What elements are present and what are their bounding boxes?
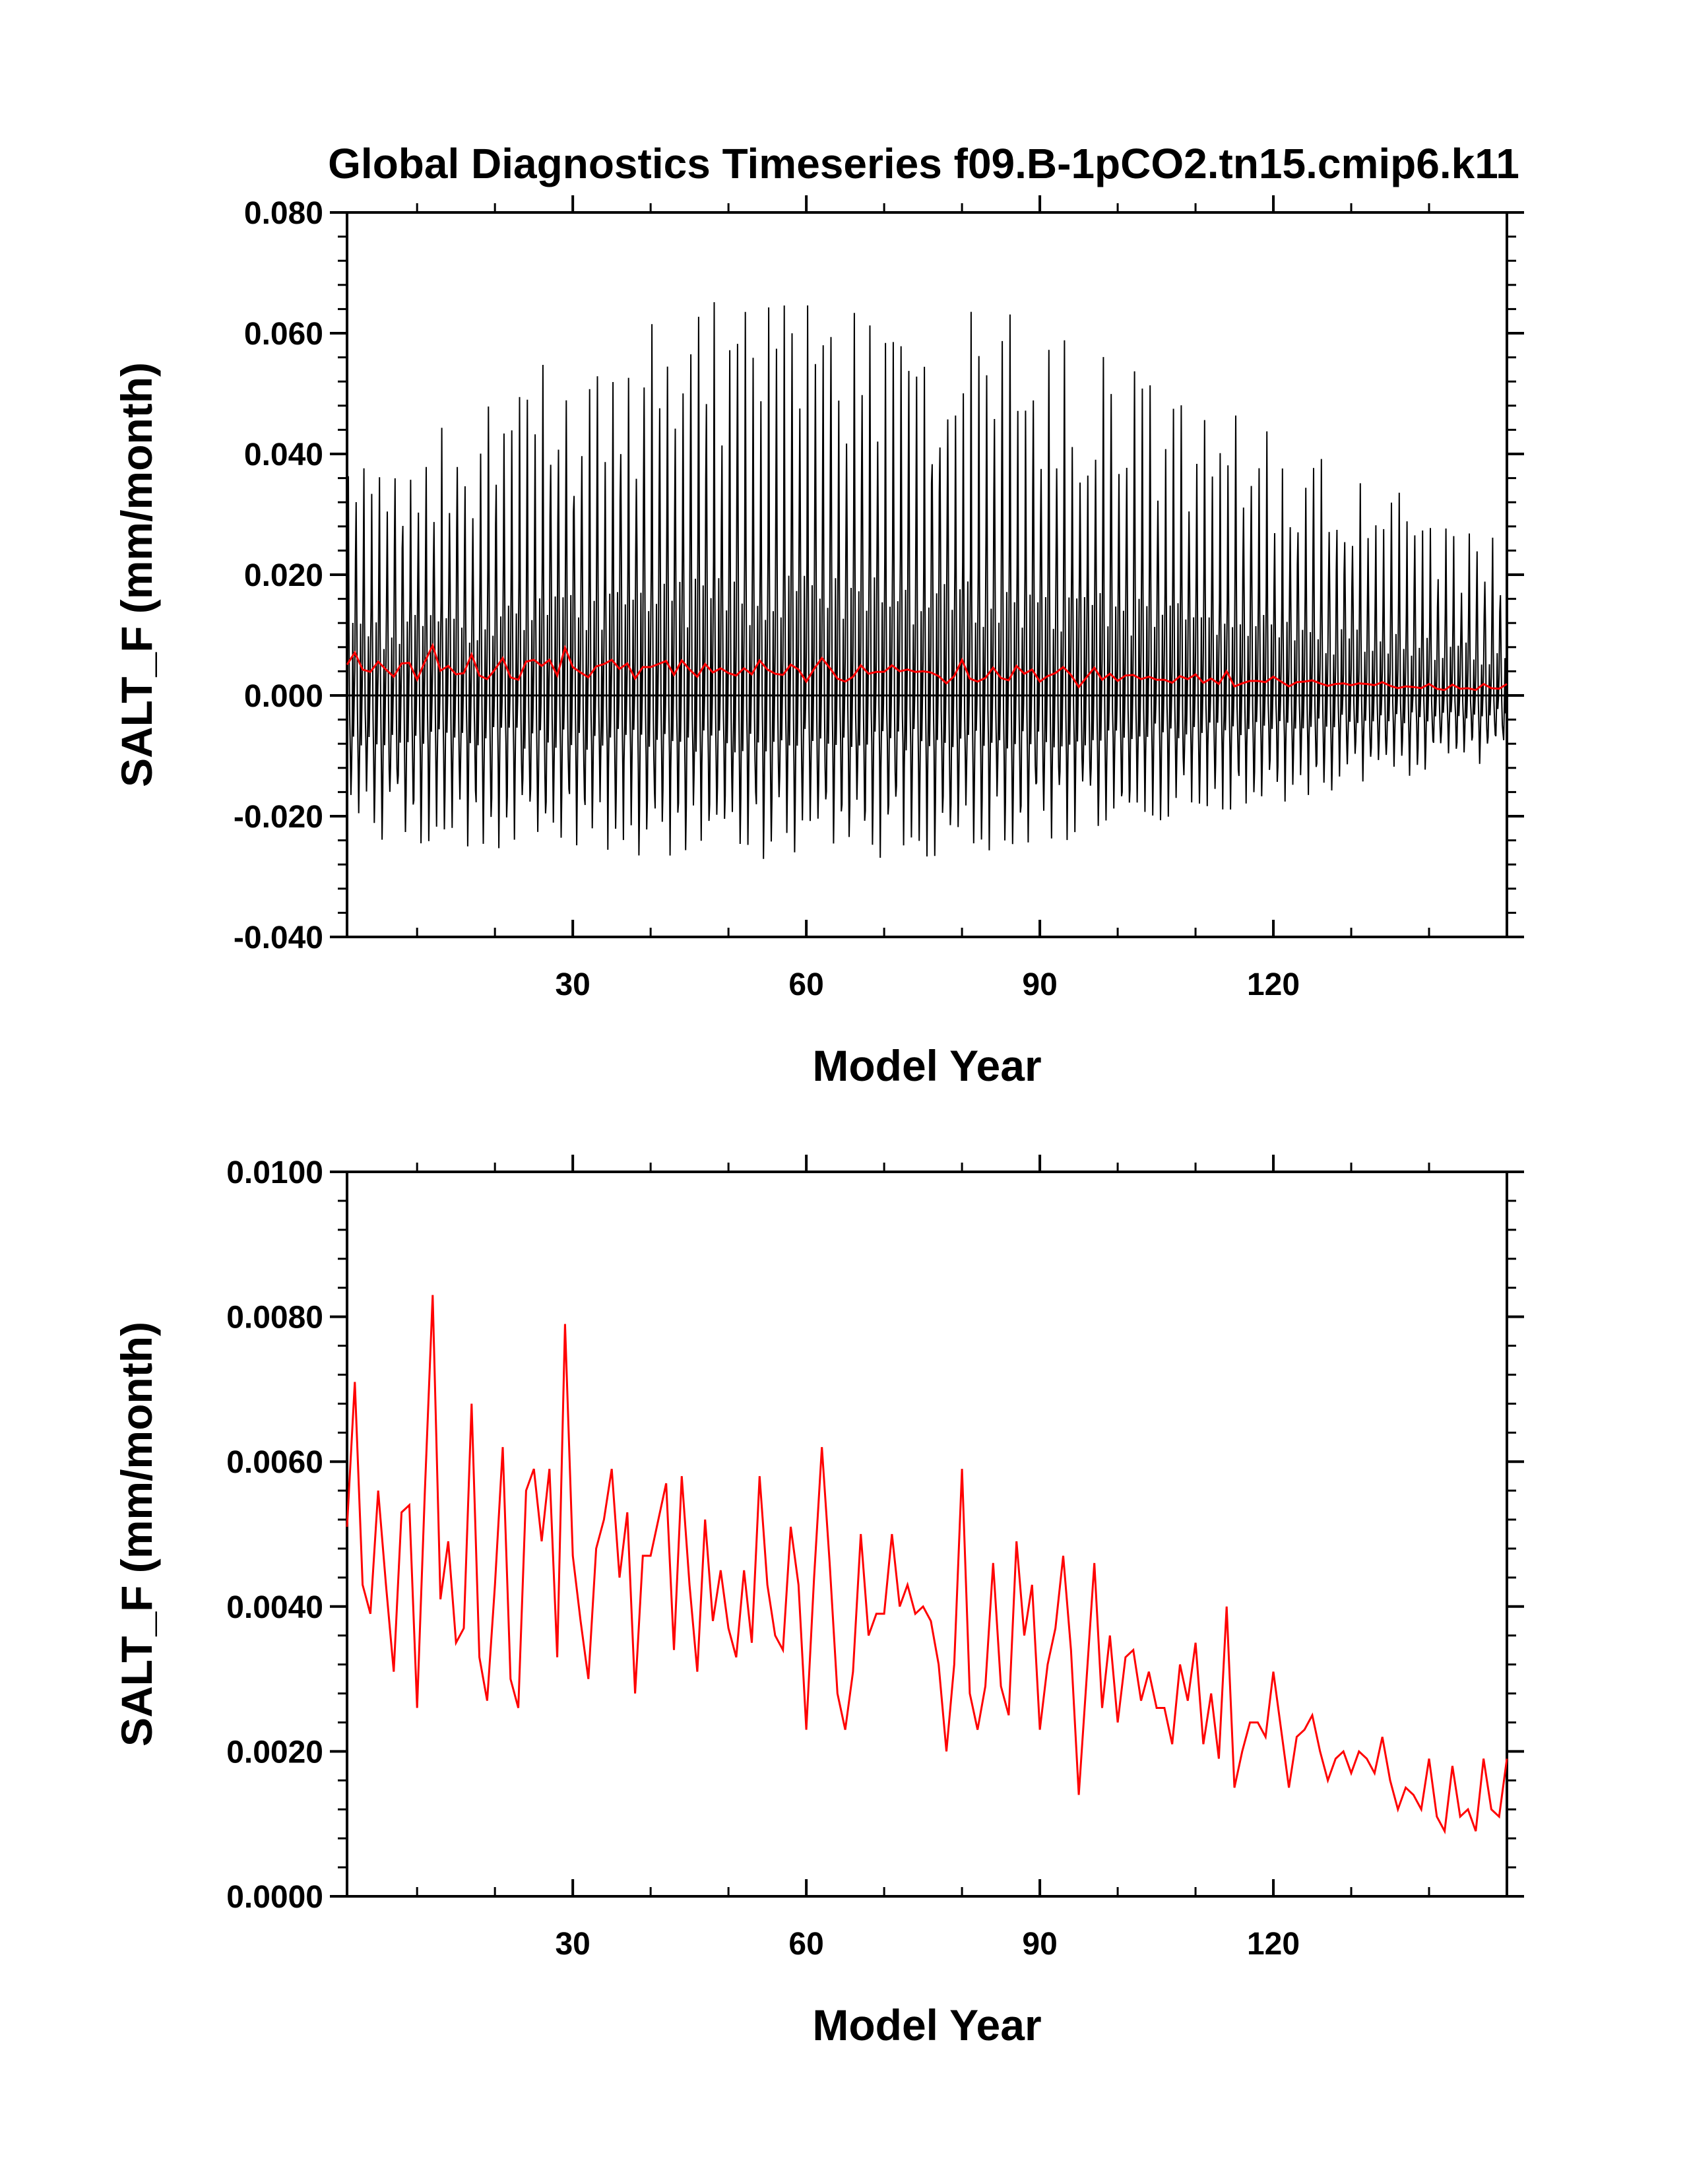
panel0-y-tick-label: -0.040 <box>234 920 323 955</box>
panel0-y-tick-label: 0.020 <box>244 558 323 593</box>
bottom-panel: 0.0000 0.0020 0.0040 0.0060 0.0080 0.0100 30 60… <box>112 1155 1524 2049</box>
panel0-y-tick-label: 0.000 <box>244 679 323 714</box>
figure: Global Diagnostics Timeseries f09.B-1pCO… <box>0 0 1689 2184</box>
panel0-x-tick-label: 30 <box>555 967 590 1002</box>
panel1-x-tick-label: 60 <box>788 1927 823 1962</box>
panel1-y-tick-label: 0.0080 <box>226 1301 323 1335</box>
panel0-x-tick-label: 90 <box>1022 967 1057 1002</box>
panel1-y-tick-label: 0.0000 <box>226 1880 323 1915</box>
panel0-y-tick-label: 0.080 <box>244 196 323 231</box>
panel0-x-tick-label: 120 <box>1247 967 1300 1002</box>
panel1-y-tick-label: 0.0100 <box>226 1155 323 1190</box>
panel0-y-axis-label: SALT_F (mm/month) <box>112 362 161 787</box>
panel1-x-tick-label: 90 <box>1022 1927 1057 1962</box>
panel0-y-tick-label: -0.020 <box>234 800 323 835</box>
panel1-x-axis-label: Model Year <box>812 2001 1041 2049</box>
panel1-y-tick-label: 0.0060 <box>226 1445 323 1480</box>
panel1-y-axis-label: SALT_F (mm/month) <box>112 1322 161 1747</box>
panel1-plot-frame <box>347 1172 1507 1896</box>
panel1-y-tick-label: 0.0020 <box>226 1735 323 1770</box>
panel0-x-tick-label: 60 <box>788 967 823 1002</box>
chart-title: Global Diagnostics Timeseries f09.B-1pCO… <box>328 140 1519 187</box>
monthly-series-line <box>347 302 1506 859</box>
panel1-x-tick-label: 120 <box>1247 1927 1300 1962</box>
panel1-y-tick-label: 0.0040 <box>226 1590 323 1625</box>
annual-mean-line <box>347 1295 1507 1832</box>
panel0-x-axis-label: Model Year <box>812 1041 1041 1090</box>
top-panel: -0.040 -0.020 0.000 0.020 0.040 0.060 0.080 30 6… <box>112 195 1524 1090</box>
panel0-y-tick-label: 0.040 <box>244 437 323 472</box>
panel1-x-tick-label: 30 <box>555 1927 590 1962</box>
panel0-y-tick-label: 0.060 <box>244 317 323 352</box>
